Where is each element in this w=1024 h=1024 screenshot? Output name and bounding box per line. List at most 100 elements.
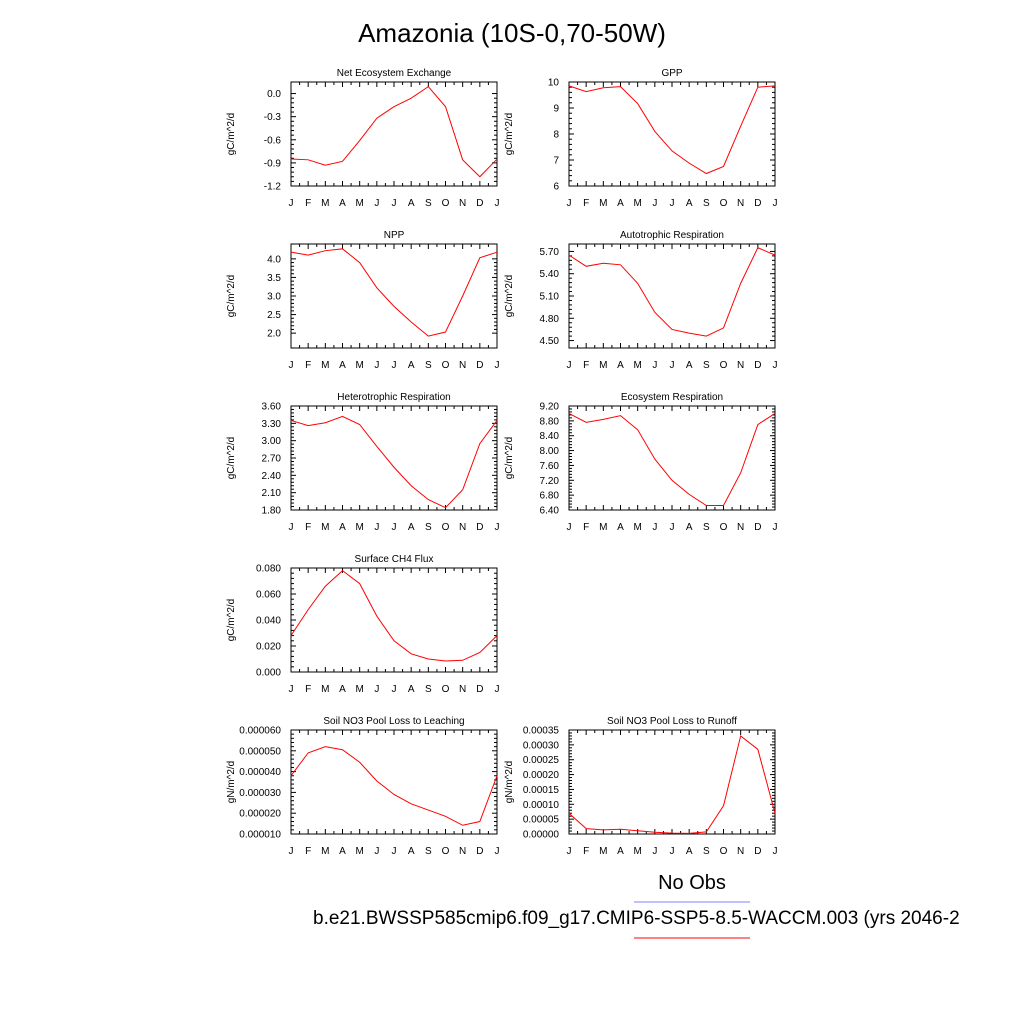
x-tick-label: J <box>495 360 500 371</box>
series-line <box>290 85 498 178</box>
x-tick-label: N <box>459 684 466 695</box>
x-tick-label: J <box>289 846 294 857</box>
x-tick-label: D <box>754 198 761 209</box>
x-tick-label: J <box>374 360 379 371</box>
x-tick-label: J <box>670 846 675 857</box>
x-tick-label: S <box>703 522 710 533</box>
x-tick-label: J <box>495 684 500 695</box>
x-tick-label: A <box>339 198 346 209</box>
x-tick-label: F <box>305 522 311 533</box>
plot-frame <box>568 243 776 349</box>
y-tick-label: 0.000010 <box>239 830 281 841</box>
y-tick-label: 0.040 <box>256 616 281 627</box>
x-tick-label: A <box>408 684 415 695</box>
x-tick-label: M <box>599 846 607 857</box>
series-line <box>568 85 776 175</box>
x-tick-label: O <box>720 198 728 209</box>
series-line <box>568 247 776 337</box>
y-tick-label: 0.000020 <box>239 809 281 820</box>
x-tick-label: J <box>392 198 397 209</box>
x-tick-label: D <box>754 360 761 371</box>
x-tick-label: A <box>339 360 346 371</box>
x-tick-label: S <box>703 198 710 209</box>
x-tick-label: F <box>583 360 589 371</box>
x-tick-label: D <box>476 846 483 857</box>
x-tick-label: M <box>633 360 641 371</box>
x-tick-label: A <box>408 360 415 371</box>
x-tick-label: J <box>392 846 397 857</box>
x-tick-label: M <box>599 198 607 209</box>
chart-title: Heterotrophic Respiration <box>337 392 450 403</box>
y-tick-label: 10 <box>548 78 560 89</box>
x-tick-label: M <box>355 198 363 209</box>
x-tick-label: A <box>686 198 693 209</box>
y-tick-label: 6 <box>553 182 559 193</box>
x-tick-label: O <box>442 684 450 695</box>
x-tick-label: J <box>567 198 572 209</box>
y-axis-label: gC/m^2/d <box>226 437 237 480</box>
x-tick-label: J <box>374 522 379 533</box>
plot-frame <box>290 243 498 349</box>
x-tick-label: J <box>567 522 572 533</box>
x-tick-label: D <box>754 522 761 533</box>
plot-frame <box>568 81 776 187</box>
x-tick-label: N <box>737 360 744 371</box>
y-tick-label: 0.0 <box>267 89 281 100</box>
y-axis-label: gN/m^2/d <box>226 761 237 804</box>
series-line <box>568 412 776 507</box>
y-tick-label: 5.10 <box>540 292 560 303</box>
x-tick-label: N <box>459 522 466 533</box>
y-tick-label: 2.10 <box>262 488 282 499</box>
y-tick-label: 0.000 <box>256 668 281 679</box>
y-tick-label: -0.6 <box>264 135 282 146</box>
chart-title: Autotrophic Respiration <box>620 230 724 241</box>
y-axis-label: gC/m^2/d <box>226 113 237 156</box>
y-tick-label: -1.2 <box>264 182 282 193</box>
x-tick-label: J <box>289 198 294 209</box>
x-tick-label: J <box>495 522 500 533</box>
chart-title: Surface CH4 Flux <box>355 554 434 565</box>
y-tick-label: 3.30 <box>262 419 282 430</box>
x-tick-label: A <box>617 522 624 533</box>
x-tick-label: J <box>773 522 778 533</box>
x-tick-label: N <box>737 846 744 857</box>
x-tick-label: S <box>703 360 710 371</box>
x-tick-label: J <box>289 684 294 695</box>
x-tick-label: D <box>476 684 483 695</box>
x-tick-label: M <box>355 360 363 371</box>
x-tick-label: M <box>599 360 607 371</box>
y-axis-label: gC/m^2/d <box>504 275 515 318</box>
y-tick-label: 0.00030 <box>523 740 560 751</box>
y-axis-label: gC/m^2/d <box>226 275 237 318</box>
series-line <box>290 746 498 826</box>
x-tick-label: M <box>355 684 363 695</box>
x-tick-label: F <box>305 846 311 857</box>
x-tick-label: A <box>686 522 693 533</box>
x-tick-label: O <box>720 360 728 371</box>
x-tick-label: J <box>652 198 657 209</box>
plot-frame <box>290 405 498 511</box>
x-tick-label: F <box>305 360 311 371</box>
y-tick-label: 2.40 <box>262 471 282 482</box>
y-tick-label: 3.0 <box>267 292 281 303</box>
x-tick-label: F <box>583 198 589 209</box>
x-tick-label: S <box>425 522 432 533</box>
x-tick-label: O <box>442 360 450 371</box>
y-tick-label: 4.80 <box>540 314 560 325</box>
x-tick-label: M <box>321 684 329 695</box>
x-tick-label: O <box>442 522 450 533</box>
x-tick-label: D <box>754 846 761 857</box>
plot-frame <box>290 81 498 187</box>
x-tick-label: J <box>670 522 675 533</box>
x-tick-label: S <box>425 360 432 371</box>
chart-title: Soil NO3 Pool Loss to Leaching <box>323 716 464 727</box>
x-tick-label: A <box>686 360 693 371</box>
plot-frame <box>568 729 776 835</box>
y-axis-label: gN/m^2/d <box>504 761 515 804</box>
x-tick-label: S <box>703 846 710 857</box>
x-tick-label: J <box>773 198 778 209</box>
